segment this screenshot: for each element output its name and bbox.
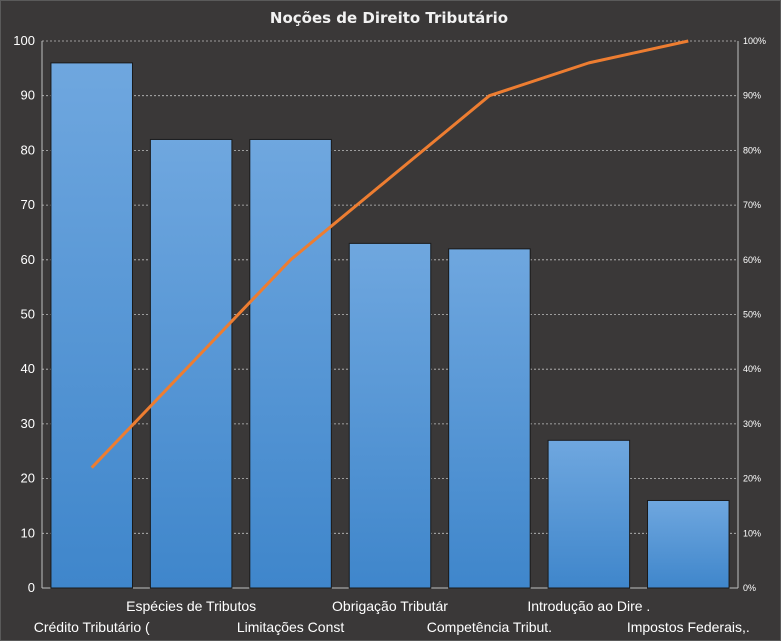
- bar: [249, 138, 332, 589]
- right-tick-label: 0%: [743, 583, 756, 593]
- left-axis-ticks: 0 10 20 30 40 50 60 70 80 90 100: [13, 33, 35, 595]
- left-tick-label: 60: [21, 252, 35, 267]
- category-label: Impostos Federais,.: [627, 619, 750, 635]
- cumulative-line-path: [90, 39, 689, 469]
- left-tick-label: 40: [21, 361, 35, 376]
- left-tick-label: 80: [21, 142, 35, 157]
- right-tick-label: 40%: [743, 364, 761, 374]
- category-label: Introdução ao Dire .: [527, 598, 650, 614]
- cumulative-line: [90, 39, 689, 469]
- right-tick-label: 70%: [743, 200, 761, 210]
- category-label: Obrigação Tributár: [332, 598, 448, 614]
- category-label: Limitações Const: [237, 619, 344, 635]
- left-tick-label: 0: [28, 580, 35, 595]
- bar: [348, 242, 432, 589]
- left-tick-label: 20: [21, 471, 35, 486]
- category-labels: Crédito Tributário ( Espécies de Tributos…: [34, 598, 750, 635]
- category-label: Competência Tribut.: [427, 619, 552, 635]
- right-tick-label: 20%: [743, 474, 761, 484]
- bar: [647, 499, 730, 589]
- bars: [50, 62, 730, 589]
- right-tick-label: 60%: [743, 255, 761, 265]
- right-tick-label: 10%: [743, 528, 761, 538]
- left-tick-label: 100: [13, 33, 35, 48]
- left-tick-label: 70: [21, 197, 35, 212]
- right-axis-ticks: 0% 10% 20% 30% 40% 50% 60% 70% 80% 90% 100%: [743, 36, 766, 593]
- category-label: Crédito Tributário (: [34, 619, 150, 635]
- left-tick-label: 10: [21, 525, 35, 540]
- chart-title: Noções de Direito Tributário: [270, 9, 508, 27]
- right-tick-label: 30%: [743, 419, 761, 429]
- left-tick-label: 90: [21, 88, 35, 103]
- right-tick-label: 90%: [743, 91, 761, 101]
- bar: [547, 439, 631, 589]
- right-tick-label: 80%: [743, 145, 761, 155]
- right-tick-label: 50%: [743, 310, 761, 320]
- category-label: Espécies de Tributos: [126, 598, 256, 614]
- left-tick-label: 30: [21, 416, 35, 431]
- left-tick-label: 50: [21, 307, 35, 322]
- right-tick-label: 100%: [743, 36, 766, 46]
- bar: [50, 62, 133, 589]
- bar: [448, 248, 531, 589]
